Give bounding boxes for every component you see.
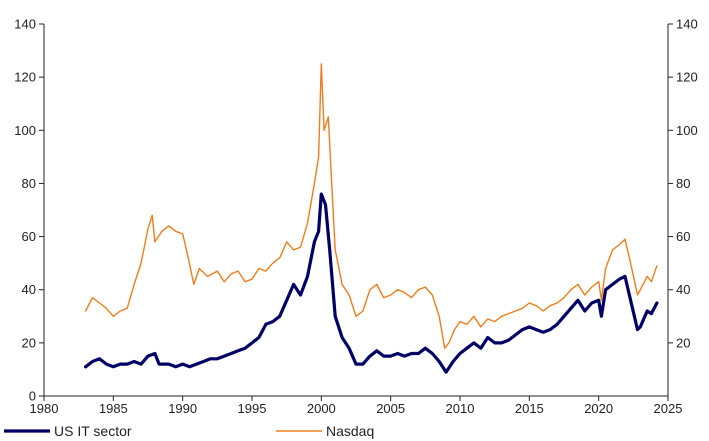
y-right-tick-label: 40 (676, 282, 690, 297)
x-tick-label: 2025 (654, 401, 683, 416)
x-tick-label: 2005 (376, 401, 405, 416)
x-tick-label: 2010 (446, 401, 475, 416)
x-tick-label: 1995 (238, 401, 267, 416)
x-tick-label: 1985 (99, 401, 128, 416)
y-right-tick-label: 80 (676, 176, 690, 191)
y-right-tick-label: 140 (676, 17, 698, 32)
y-left-tick-label: 40 (22, 282, 36, 297)
y-left-tick-label: 120 (14, 70, 36, 85)
x-tick-label: 2020 (584, 401, 613, 416)
series-lines (84, 63, 659, 374)
x-tick-label: 1990 (168, 401, 197, 416)
y-left-tick-label: 0 (29, 389, 36, 404)
series-line-nasdaq (84, 63, 658, 349)
y-left-tick-label: 20 (22, 335, 36, 350)
tick-marks (39, 23, 673, 401)
x-tick-label: 1980 (30, 401, 59, 416)
y-right-tick-label: 120 (676, 70, 698, 85)
y-left-tick-label: 140 (14, 17, 36, 32)
legend-label: US IT sector (54, 423, 132, 439)
y-left-tick-label: 60 (22, 229, 36, 244)
y-right-tick-label: 20 (676, 335, 690, 350)
y-left-tick-label: 80 (22, 176, 36, 191)
tick-labels: 1980 1985 1990 1995 2000 2005 2010 2015 2020 2025… (14, 17, 697, 417)
axes (43, 24, 669, 397)
series-line-us-it-sector (84, 192, 659, 374)
x-tick-label: 2000 (307, 401, 336, 416)
x-tick-label: 2015 (515, 401, 544, 416)
y-right-tick-label: 100 (676, 123, 698, 138)
legend-label: Nasdaq (326, 423, 374, 439)
y-left-tick-label: 100 (14, 123, 36, 138)
legend: US IT sector Nasdaq (4, 423, 374, 439)
y-right-tick-label: 60 (676, 229, 690, 244)
